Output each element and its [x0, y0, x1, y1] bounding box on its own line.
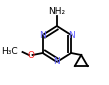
- Text: H₃C: H₃C: [1, 48, 18, 57]
- Text: O: O: [27, 50, 34, 59]
- Text: N: N: [68, 31, 75, 40]
- Text: N: N: [39, 31, 46, 40]
- Text: NH₂: NH₂: [48, 7, 65, 16]
- Text: N: N: [54, 57, 60, 66]
